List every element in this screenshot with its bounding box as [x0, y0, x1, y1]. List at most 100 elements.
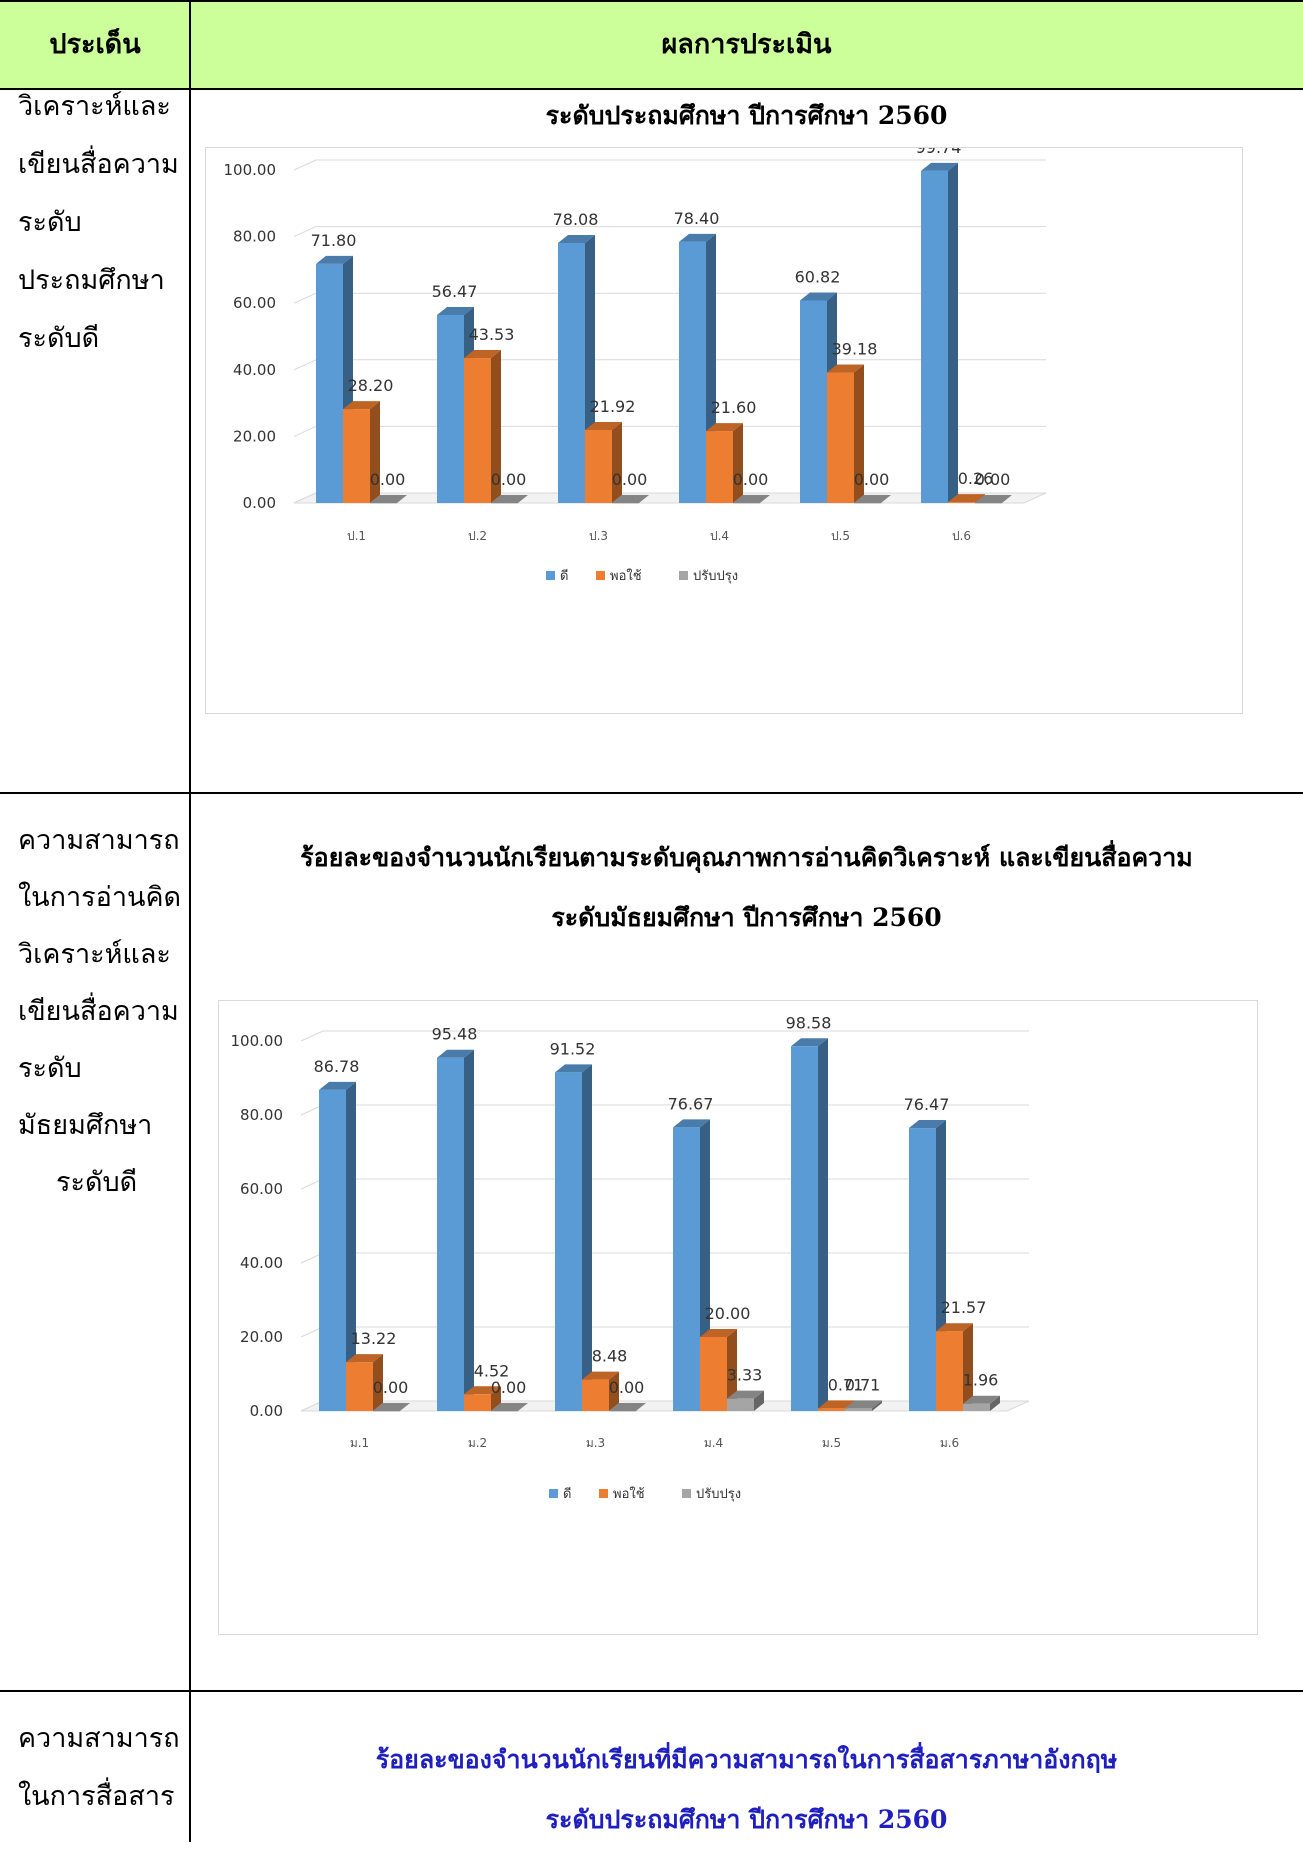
row1-label-line: ระดับ: [18, 207, 82, 238]
data-label: 78.40: [674, 209, 720, 228]
bar-top: [609, 1403, 646, 1411]
data-label: 13.22: [351, 1329, 397, 1348]
bar-top: [437, 1049, 474, 1058]
category-label: ป.6: [952, 529, 971, 543]
bar-ดี: [319, 1089, 346, 1411]
bar-พอใช้: [948, 502, 975, 503]
legend-label: พอใช้: [610, 568, 642, 584]
data-label: 0.00: [612, 470, 648, 489]
gridline: [293, 292, 317, 304]
bar-top: [700, 1329, 737, 1337]
bar-ดี: [921, 170, 948, 504]
legend-swatch: [682, 1489, 691, 1498]
data-label: 86.78: [314, 1057, 360, 1076]
data-label: 76.47: [904, 1095, 950, 1114]
bar-top: [845, 1400, 882, 1409]
data-label: 56.47: [432, 282, 478, 301]
y-tick-label: 100.00: [224, 161, 277, 179]
bar-top: [727, 1390, 764, 1399]
row2-label-line: ในการอ่านคิด: [18, 882, 182, 913]
data-label: 21.57: [941, 1298, 987, 1317]
data-label: 78.08: [553, 210, 599, 229]
bar-พอใช้: [827, 372, 854, 503]
bar-side: [990, 1395, 1000, 1411]
row1-label-line: วิเคราะห์และ: [18, 91, 171, 122]
bar-ดี: [909, 1128, 936, 1411]
category-label: ป.5: [831, 529, 850, 543]
bar-side: [491, 1386, 501, 1411]
row2-title-line: ระดับมัธยมศึกษา ปีการศึกษา 2560: [551, 903, 942, 932]
gridline: [300, 1030, 324, 1042]
row3-label-line: ความสามารถ: [18, 1723, 180, 1754]
chart-secondary-svg: 0.00 20.00 40.00 60.00 80.00 100.00 86.78 13.22…: [231, 1013, 1030, 1502]
gridline: [293, 226, 317, 238]
bar-ปรับปรุง: [854, 503, 881, 504]
row2-chart-title: ร้อยละของจำนวนนักเรียนตามระดับคุณภาพการอ…: [190, 828, 1303, 948]
bar-side: [818, 1038, 828, 1411]
data-label: 28.20: [348, 376, 394, 395]
category-label: ม.2: [468, 1436, 487, 1450]
chart-primary-svg: 0.00 20.00 40.00 60.00 80.00 100.00 71.80 28.20…: [224, 148, 1047, 584]
data-label: 8.48: [592, 1347, 628, 1366]
legend-label: พอใช้: [613, 1486, 645, 1502]
bar-ดี: [558, 242, 585, 503]
data-label: 0.00: [491, 1378, 527, 1397]
category-label: ม.4: [704, 1436, 723, 1450]
y-tick-label: 20.00: [233, 427, 276, 445]
header-issue: ประเด็น: [49, 29, 141, 60]
y-tick-label: 0.00: [243, 494, 276, 512]
bar-top: [706, 423, 743, 432]
bar-พอใช้: [582, 1379, 609, 1411]
bar-ปรับปรุง: [727, 1398, 754, 1411]
bar-top: [491, 1403, 528, 1411]
y-tick-label: 0.00: [250, 1402, 283, 1420]
gridline: [293, 159, 317, 171]
row2-label-line: มัธยมศึกษา: [18, 1110, 153, 1141]
row2-label-line: ระดับดี: [56, 1167, 138, 1198]
category-label: ม.5: [822, 1436, 841, 1450]
bar-ปรับปรุง: [373, 1411, 400, 1412]
bar-top: [827, 364, 864, 373]
row-divider-2: [0, 1690, 1303, 1692]
bar-ปรับปรุง: [612, 503, 639, 504]
bar-ปรับปรุง: [975, 503, 1002, 504]
bar-side: [346, 1081, 356, 1411]
bar-top: [491, 495, 528, 503]
y-tick-label: 60.00: [233, 294, 276, 312]
bar-top: [464, 350, 501, 359]
bar-top: [854, 495, 891, 503]
category-label: ป.2: [468, 529, 487, 543]
data-label: 0.00: [373, 1378, 409, 1397]
bar-side: [609, 1371, 619, 1411]
bar-side: [733, 423, 743, 503]
row1-label: วิเคราะห์และ เขียนสื่อความ ระดับ ประถมศึ…: [18, 78, 188, 368]
bar-side: [854, 364, 864, 503]
data-label: 0.00: [854, 470, 890, 489]
bar-top: [582, 1371, 619, 1380]
bar-พอใช้: [346, 1362, 373, 1411]
legend-label: ดี: [563, 1486, 571, 1502]
gridline: [293, 425, 317, 437]
legend-swatch: [679, 571, 688, 580]
data-label: 0.26: [958, 469, 994, 488]
bar-พอใช้: [464, 1394, 491, 1411]
bar-side: [491, 350, 501, 503]
row1-label-line: เขียนสื่อความ: [18, 149, 179, 180]
category-label: ม.6: [940, 1436, 959, 1450]
data-label: 39.18: [832, 340, 878, 359]
data-label: 0.00: [370, 470, 406, 489]
row2-label-line: ระดับ: [18, 1053, 82, 1084]
data-label: 0.00: [975, 470, 1011, 489]
bar-side: [963, 1323, 973, 1411]
bar-top: [558, 234, 595, 243]
data-label: 0.00: [733, 470, 769, 489]
bar-side: [727, 1329, 737, 1411]
bar-side: [373, 1354, 383, 1411]
category-label: ม.3: [586, 1436, 605, 1450]
y-tick-label: 60.00: [240, 1180, 283, 1198]
legend-label: ปรับปรุง: [693, 569, 738, 584]
legend-swatch: [599, 1489, 608, 1498]
legend-label: ปรับปรุง: [696, 1487, 741, 1502]
column-divider: [189, 0, 191, 1842]
